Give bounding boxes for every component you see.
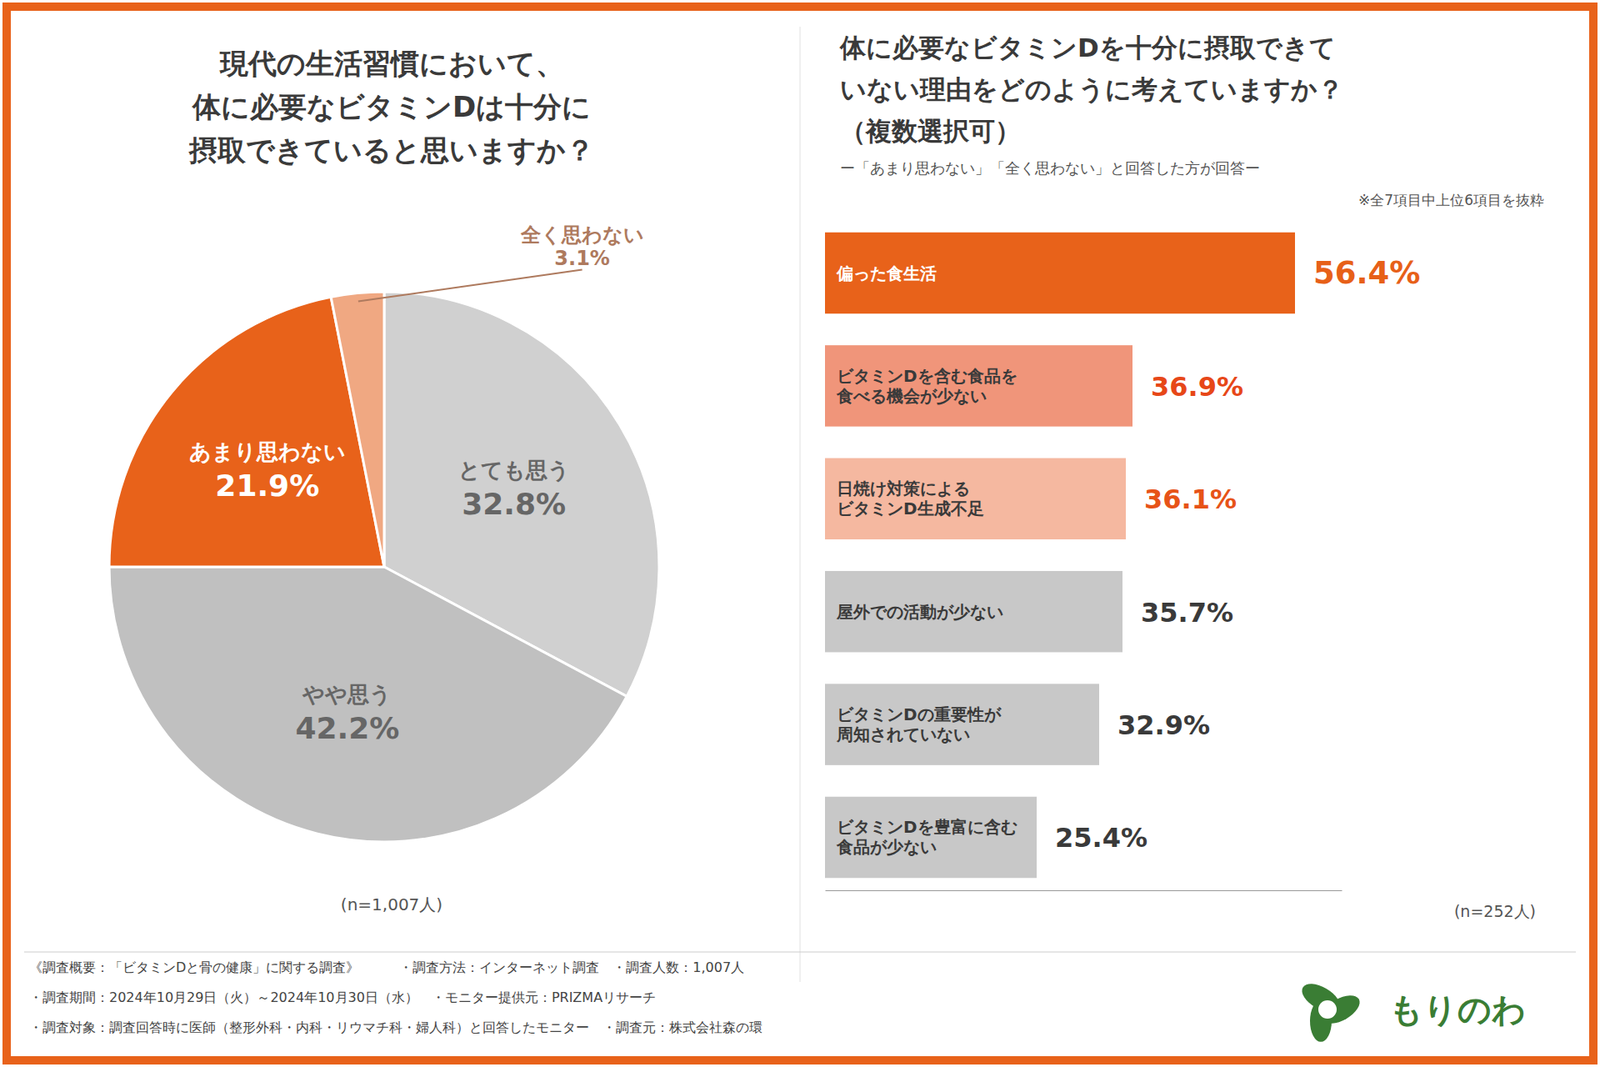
- bar-subtitle: ー「あまり思わない」「全く思わない」と回答した方が回答ー: [840, 159, 1260, 177]
- pie: とても思う 32.8% やや思う 42.2% あまり思わない 21.9% 全く思わない3.1…: [109, 223, 660, 842]
- pie-leader-line: [358, 270, 583, 302]
- bar-category-label: ビタミンDを含む食品を食べる機会が少ない: [835, 365, 1018, 406]
- bar-value-label: 25.4%: [1055, 821, 1148, 854]
- bar-title: いない理由をどのように考えていますか？: [840, 74, 1344, 105]
- pie-slice: [330, 291, 385, 567]
- logo: もりのわ: [1297, 977, 1526, 1041]
- bar: [825, 683, 1100, 765]
- pie-value-label: 42.2%: [295, 710, 400, 745]
- bar: [825, 570, 1123, 652]
- page-border: [6, 6, 1594, 1060]
- bars: [825, 232, 1295, 878]
- pie-category-label: やや思う: [301, 681, 392, 707]
- bar-title: 体に必要なビタミンDを十分に摂取できて: [839, 32, 1336, 63]
- x-axis: [825, 890, 1343, 891]
- logo-text: もりのわ: [1389, 990, 1526, 1029]
- pie-category-label: あまり思わない: [189, 439, 346, 465]
- x-axis-line: [825, 890, 1343, 891]
- panel-divider: [800, 26, 801, 982]
- bar-category-label: ビタミンDを豊富に含む食品が少ない: [835, 816, 1018, 857]
- pie-category-label: 全く思わない: [520, 223, 645, 247]
- bar-title: （複数選択可）: [840, 115, 1021, 146]
- pie-title: 現代の生活習慣において、: [219, 46, 565, 80]
- pie-note: (n=1,007人): [340, 894, 443, 915]
- bar-value-label: 35.7%: [1140, 596, 1234, 629]
- bar-value-label: 32.9%: [1117, 709, 1210, 741]
- bar-subtitle: ※全7項目中上位6項目を抜粋: [1358, 191, 1545, 209]
- pie-value-label: 21.9%: [215, 468, 320, 503]
- pie-slice: [109, 566, 627, 842]
- footer-text: 《調査概要：「ビタミンDと骨の健康」に関する調査》 ・調査方法：インターネット調…: [29, 959, 745, 975]
- bar: [825, 232, 1295, 314]
- canvas: 現代の生活習慣において、体に必要なビタミンDは十分に摂取できていると思いますか？…: [0, 0, 1600, 1067]
- bar: [825, 345, 1133, 426]
- bar-category-label: 偏った食生活: [835, 263, 937, 284]
- bar-note: (n=252人): [1454, 901, 1536, 920]
- bar-labels: 偏った食生活 56.4% ビタミンDを含む食品を食べる機会が少ない 36.9% 日焼け対…: [835, 255, 1420, 858]
- bar-value-label: 56.4%: [1313, 255, 1420, 291]
- bar: [825, 796, 1037, 878]
- footer-text: ・調査期間：2024年10月29日（火）～2024年10月30日（水） ・モニタ…: [29, 989, 656, 1005]
- bar-category-label: ビタミンDの重要性が周知されていない: [835, 704, 1002, 745]
- pie-value-label: 32.8%: [461, 486, 566, 521]
- bar-value-label: 36.9%: [1150, 370, 1244, 403]
- footer-separator: [24, 951, 1576, 953]
- bar-category-label: 屋外での活動が少ない: [835, 601, 1004, 622]
- bar-value-label: 36.1%: [1144, 483, 1237, 515]
- pie-category-label: とても思う: [458, 457, 570, 483]
- pie-title: 体に必要なビタミンDは十分に: [191, 90, 591, 124]
- bar: [825, 458, 1126, 540]
- pie-value-label: 3.1%: [554, 246, 610, 270]
- bar-category-label: 日焼け対策によるビタミンD生成不足: [836, 478, 985, 519]
- pie-title: 摂取できていると思いますか？: [188, 133, 595, 167]
- footer-text: ・調査対象：調査回答時に医師（整形外科・内科・リウマチ科・婦人科）と回答したモニ…: [29, 1019, 763, 1035]
- logo-center: [1318, 1000, 1337, 1019]
